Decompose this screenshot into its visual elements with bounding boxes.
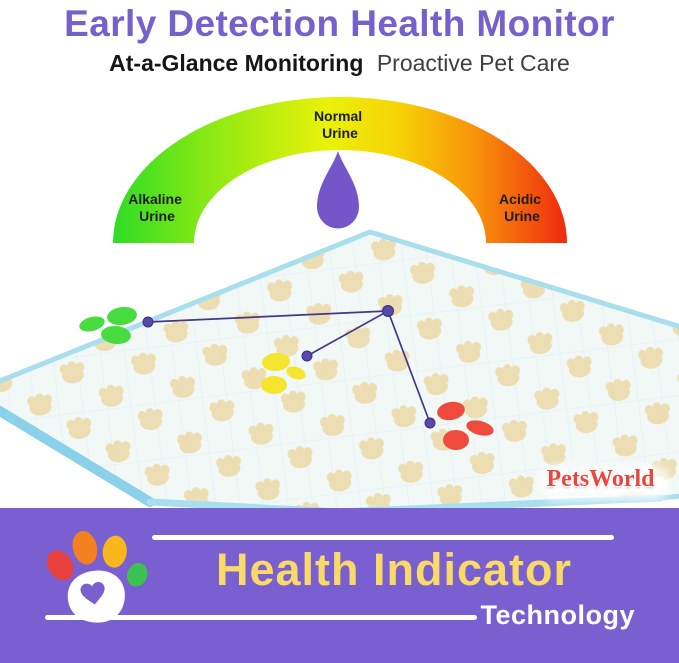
bottom-banner: Health Indicator Technology (0, 508, 679, 663)
paw-heart-icon (46, 531, 148, 623)
brand-logo: PetsWorld™ (540, 466, 670, 500)
brand-logo-glow (540, 466, 670, 500)
gauge-zone-label-normal: Normal Urine (314, 108, 366, 141)
brand-name: PetsWorld (546, 466, 655, 492)
subtitle-bold: At-a-Glance Monitoring (109, 50, 364, 76)
pee-pad (0, 229, 679, 515)
droplet-pointer-icon (317, 151, 359, 229)
alkaline-spot (79, 306, 137, 345)
indicator-connectors (147, 310, 431, 424)
connector-dots (142, 305, 436, 429)
banner-title: Health Indicator (215, 544, 573, 595)
subtitle-regular: Proactive Pet Care (376, 50, 570, 76)
gauge-arc (113, 97, 567, 243)
banner-subtitle: Technology (480, 600, 635, 630)
normal-spot (261, 352, 306, 394)
gauge-zone-label-acidic: Acidic Urine (499, 191, 545, 224)
gauge-zone-label-alkaline: Alkaline Urine (128, 191, 186, 224)
acidic-spot (437, 401, 494, 450)
page-title: Early Detection Health Monitor (64, 3, 615, 44)
banner-divider-top (152, 535, 614, 540)
banner-divider-bottom (45, 615, 477, 620)
ph-gauge: Alkaline Urine Normal Urine Acidic Urine (113, 97, 567, 243)
page-subtitle: At-a-Glance Monitoring Proactive Pet Car… (0, 50, 679, 77)
